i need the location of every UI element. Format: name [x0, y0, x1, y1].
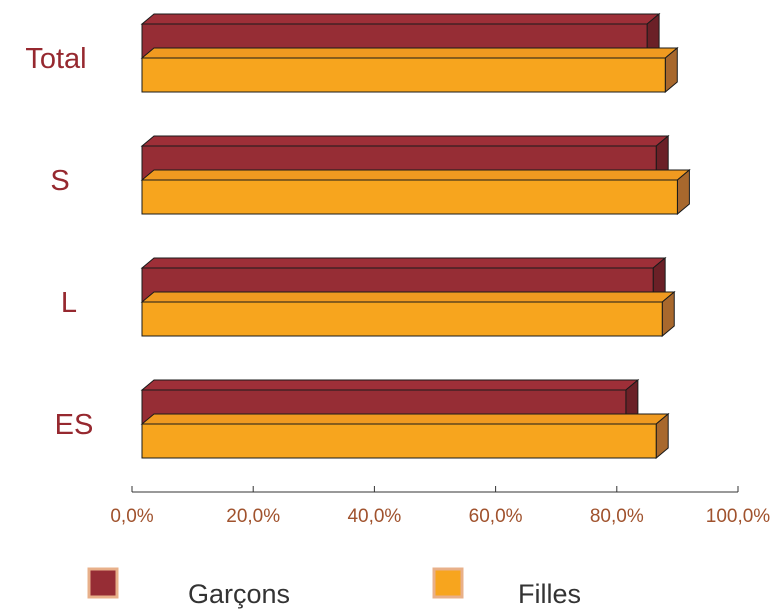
- x-tick-label: 40,0%: [347, 506, 401, 527]
- bar-top-face: [140, 13, 661, 25]
- legend-swatch: [432, 567, 464, 599]
- bar-front-face: [141, 301, 663, 337]
- bar-top-face: [140, 169, 691, 181]
- legend-label: Garçons: [188, 579, 290, 609]
- bar-filles-total: [140, 46, 679, 94]
- bar-top-face: [140, 291, 676, 303]
- bar-front-face: [141, 179, 678, 215]
- x-axis: 0,0% 20,0% 40,0% 60,0% 80,0% 100,0%: [110, 486, 770, 527]
- legend-swatch: [87, 567, 119, 599]
- bar-filles-l: [140, 290, 676, 338]
- legend-item-garcons: Garçons: [87, 567, 290, 609]
- category-label-s: S: [50, 165, 69, 197]
- x-tick-label: 100,0%: [706, 506, 771, 527]
- bar-top-face: [140, 413, 670, 425]
- bar-top-face: [140, 135, 670, 147]
- bar-top-face: [140, 47, 679, 59]
- bar-front-face: [141, 423, 657, 459]
- bar-top-face: [140, 257, 667, 269]
- legend: Garçons Filles: [87, 567, 581, 609]
- legend-label: Filles: [518, 579, 581, 609]
- bar-front-face: [141, 57, 666, 93]
- bar-filles-es: [140, 412, 670, 460]
- category-label-l: L: [61, 287, 77, 319]
- legend-item-filles: Filles: [432, 567, 581, 609]
- category-labels: Total S L ES: [25, 43, 93, 441]
- category-label-total: Total: [25, 43, 86, 75]
- bars-layer: [140, 12, 691, 460]
- x-tick-label: 80,0%: [590, 506, 644, 527]
- x-tick-label: 0,0%: [110, 506, 153, 527]
- x-tick-label: 20,0%: [226, 506, 280, 527]
- bar-filles-s: [140, 168, 691, 216]
- x-tick-label: 60,0%: [469, 506, 523, 527]
- bar-top-face: [140, 379, 640, 391]
- category-label-es: ES: [55, 409, 94, 441]
